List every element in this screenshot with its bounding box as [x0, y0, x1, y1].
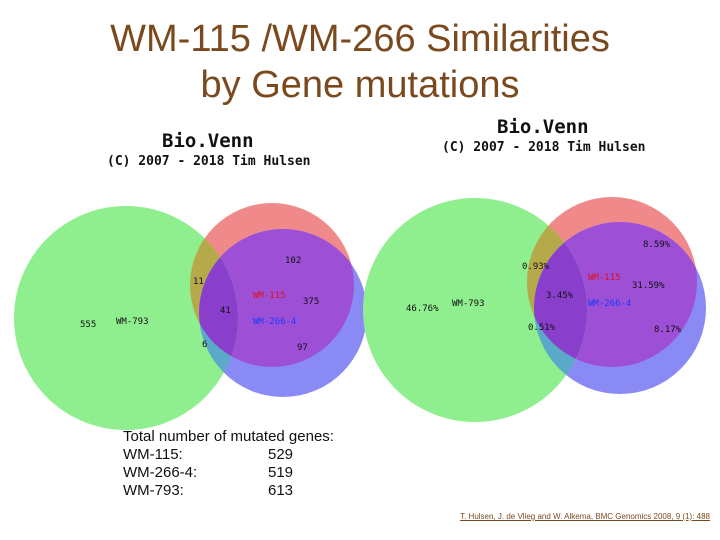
- title-line-2: by Gene mutations: [200, 64, 520, 106]
- totals-row-wm115: WM-115: 529: [123, 446, 334, 464]
- totals-label-wm115: WM-115:: [123, 446, 183, 463]
- left-count-115-2664: 375: [303, 297, 319, 307]
- totals-row-wm793: WM-793: 613: [123, 482, 334, 500]
- right-overlap-all: [534, 222, 587, 367]
- totals-value-wm115: 529: [268, 446, 294, 463]
- totals-value-wm793: 613: [268, 482, 294, 499]
- left-biovenn-header: Bio.Venn (C) 2007 - 2018 Tim Hulsen: [107, 130, 311, 169]
- totals-heading-text: Total number of mutated genes:: [123, 428, 334, 445]
- title-line-1: WM-115 /WM-266 Similarities: [110, 18, 610, 60]
- slide-title: WM-115 /WM-266 Similarities by Gene muta…: [0, 16, 720, 108]
- totals-value-wm2664: 519: [268, 464, 294, 481]
- right-pct-only-115: 8.59%: [643, 240, 671, 250]
- left-copyright: (C) 2007 - 2018 Tim Hulsen: [107, 154, 311, 169]
- right-circle-wm793: [363, 198, 587, 422]
- right-pct-all: 3.45%: [546, 291, 574, 301]
- right-label-wm2664: WM-266-4: [588, 299, 631, 309]
- totals-label-wm793: WM-793:: [123, 482, 184, 499]
- totals-row-wm2664: WM-266-4: 519: [123, 464, 334, 482]
- citation-link[interactable]: T. Hulsen, J. de Vlieg and W. Alkema, BM…: [460, 512, 710, 521]
- right-biovenn-header: Bio.Venn (C) 2007 - 2018 Tim Hulsen: [442, 116, 646, 155]
- left-count-all: 41: [220, 306, 231, 316]
- left-label-wm2664: WM-266-4: [253, 317, 296, 327]
- right-pct-793-115: 0.93%: [522, 262, 550, 272]
- left-count-only-115: 102: [285, 256, 301, 266]
- totals-label-wm2664: WM-266-4:: [123, 464, 198, 481]
- right-pct-115-2664: 31.59%: [632, 281, 665, 291]
- left-circle-wm793: [14, 206, 238, 430]
- right-label-wm115: WM-115: [588, 273, 621, 283]
- totals-heading: Total number of mutated genes:: [123, 428, 334, 446]
- right-copyright: (C) 2007 - 2018 Tim Hulsen: [442, 140, 646, 155]
- left-count-only-2664: 97: [297, 343, 308, 353]
- right-pct-only-2664: 8.17%: [654, 325, 682, 335]
- right-brand-name: Bio.Venn: [497, 116, 589, 138]
- totals-block: Total number of mutated genes: WM-115: 5…: [123, 428, 334, 500]
- right-pct-793-2664: 0.51%: [528, 323, 556, 333]
- right-label-wm793: WM-793: [452, 299, 485, 309]
- left-brand-name: Bio.Venn: [162, 130, 254, 152]
- left-label-wm793: WM-793: [116, 317, 149, 327]
- left-count-only-793: 555: [80, 320, 96, 330]
- left-label-wm115: WM-115: [253, 291, 286, 301]
- left-count-793-2664: 6: [202, 340, 207, 350]
- left-count-793-115: 11: [193, 277, 204, 287]
- right-pct-only-793: 46.76%: [406, 304, 439, 314]
